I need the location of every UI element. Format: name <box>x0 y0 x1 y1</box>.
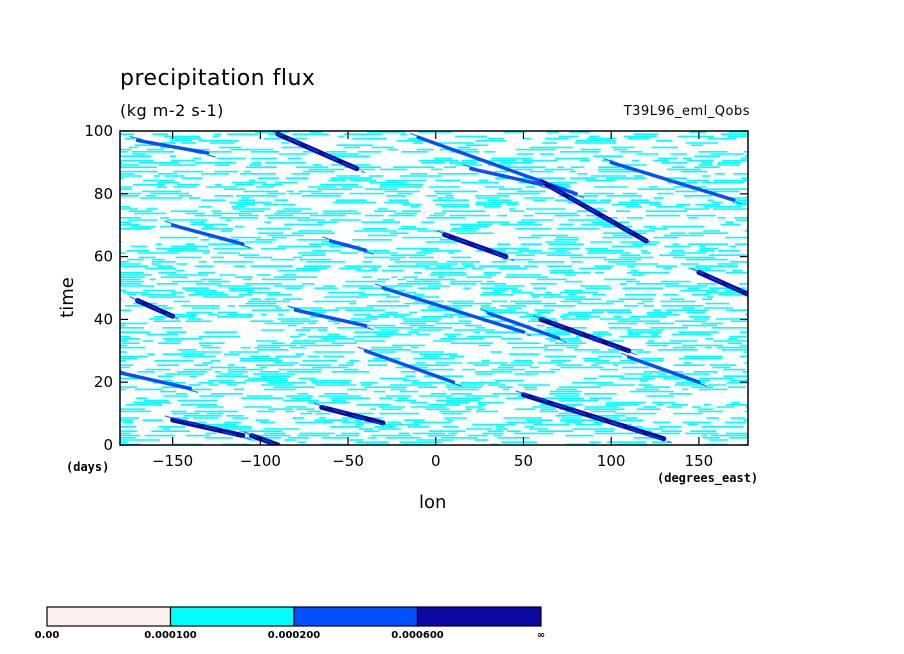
precip-band-edge <box>120 370 199 394</box>
precip-band-edge <box>602 157 743 205</box>
x-tick-label: −150 <box>152 452 193 470</box>
precip-band-edge <box>270 131 366 174</box>
colorbar-label: ∞ <box>537 630 545 641</box>
precip-band-edge <box>129 135 216 158</box>
colorbar-label: 0.000100 <box>144 630 197 641</box>
precip-bands <box>120 131 748 445</box>
run-label: T39L96_eml_Qobs <box>623 104 750 119</box>
precip-band-edge <box>164 220 251 249</box>
precip-band-edge <box>515 390 672 444</box>
precip-band-edge <box>243 431 278 445</box>
precip-band-edge <box>620 352 708 387</box>
precip-band <box>363 349 456 384</box>
precip-band-edge <box>322 236 374 255</box>
x-tick-label: −100 <box>240 452 281 470</box>
colorbar-swatch <box>293 606 419 627</box>
x-axis-label: lon <box>419 492 447 513</box>
precip-band-edge <box>480 308 567 343</box>
precip-band-edge <box>690 267 748 296</box>
x-tick-label: −50 <box>332 452 364 470</box>
precip-streaks <box>120 131 748 445</box>
colorbar-swatch <box>46 606 172 627</box>
y-tick-label: 40 <box>94 310 113 328</box>
precip-band-edge <box>410 132 585 199</box>
x-axis: −150 −100 −50 0 50 100 150 <box>152 131 713 470</box>
y-axis: 0 20 40 60 80 100 <box>84 122 748 454</box>
x-tick-label: 100 <box>597 452 626 470</box>
y-tick-label: 60 <box>94 248 113 266</box>
y-axis-unit: (days) <box>66 460 110 474</box>
colorbar-label: 0.00 <box>35 630 60 641</box>
y-tick-label: 20 <box>94 373 113 391</box>
precip-band-edge <box>532 314 637 356</box>
y-tick-label: 80 <box>94 185 113 203</box>
y-tick-label: 0 <box>103 436 113 454</box>
precip-band-edge <box>313 402 392 428</box>
x-axis-unit: (degrees_east) <box>657 471 759 485</box>
x-tick-label: 150 <box>685 452 714 470</box>
x-tick-label: 50 <box>514 452 533 470</box>
precip-band-edge <box>287 305 374 331</box>
precip-band-edge <box>462 164 550 189</box>
y-tick-label: 100 <box>84 122 113 140</box>
colorbar-label: 0.000600 <box>391 630 444 641</box>
precip-band-edge <box>164 415 251 441</box>
precip-band-edge <box>357 346 462 387</box>
precip-band-edge <box>129 296 181 321</box>
colorbar-swatch <box>416 606 542 627</box>
precip-band-edge <box>436 230 515 262</box>
precip-band-edge <box>532 176 655 246</box>
chart-units: (kg m-2 s-1) <box>120 101 224 120</box>
precip-band-edge <box>374 283 532 337</box>
plot-frame <box>119 130 749 446</box>
colorbar: 0.00 0.000100 0.000200 0.000600 ∞ <box>35 606 545 641</box>
x-tick-label: 0 <box>431 452 441 470</box>
colorbar-label: 0.000200 <box>268 630 321 641</box>
chart-title: precipitation flux <box>120 66 316 91</box>
colorbar-swatch <box>169 606 295 627</box>
